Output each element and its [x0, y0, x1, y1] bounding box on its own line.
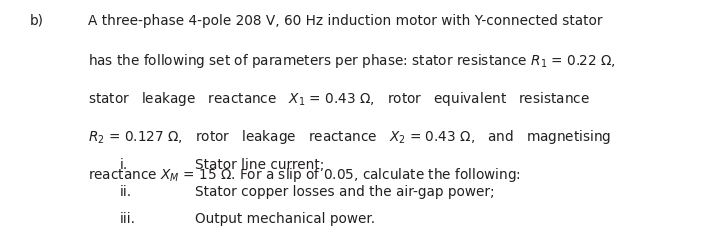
Text: b): b) [30, 14, 44, 28]
Text: ii.: ii. [120, 185, 132, 199]
Text: Stator line current;: Stator line current; [195, 158, 325, 172]
Text: i.: i. [120, 158, 128, 172]
Text: A three-phase 4-pole 208 V, 60 Hz induction motor with Y-connected stator: A three-phase 4-pole 208 V, 60 Hz induct… [88, 14, 602, 28]
Text: reactance $X_M$ = 15 Ω. For a slip of 0.05, calculate the following:: reactance $X_M$ = 15 Ω. For a slip of 0.… [88, 166, 521, 184]
Text: has the following set of parameters per phase: stator resistance $R_1$ = 0.22 Ω,: has the following set of parameters per … [88, 52, 616, 70]
Text: Stator copper losses and the air-gap power;: Stator copper losses and the air-gap pow… [195, 185, 495, 199]
Text: stator   leakage   reactance   $X_1$ = 0.43 Ω,   rotor   equivalent   resistance: stator leakage reactance $X_1$ = 0.43 Ω,… [88, 90, 590, 108]
Text: $R_2$ = 0.127 Ω,   rotor   leakage   reactance   $X_2$ = 0.43 Ω,   and   magneti: $R_2$ = 0.127 Ω, rotor leakage reactance… [88, 128, 611, 146]
Text: iii.: iii. [120, 212, 136, 226]
Text: Output mechanical power.: Output mechanical power. [195, 212, 375, 226]
